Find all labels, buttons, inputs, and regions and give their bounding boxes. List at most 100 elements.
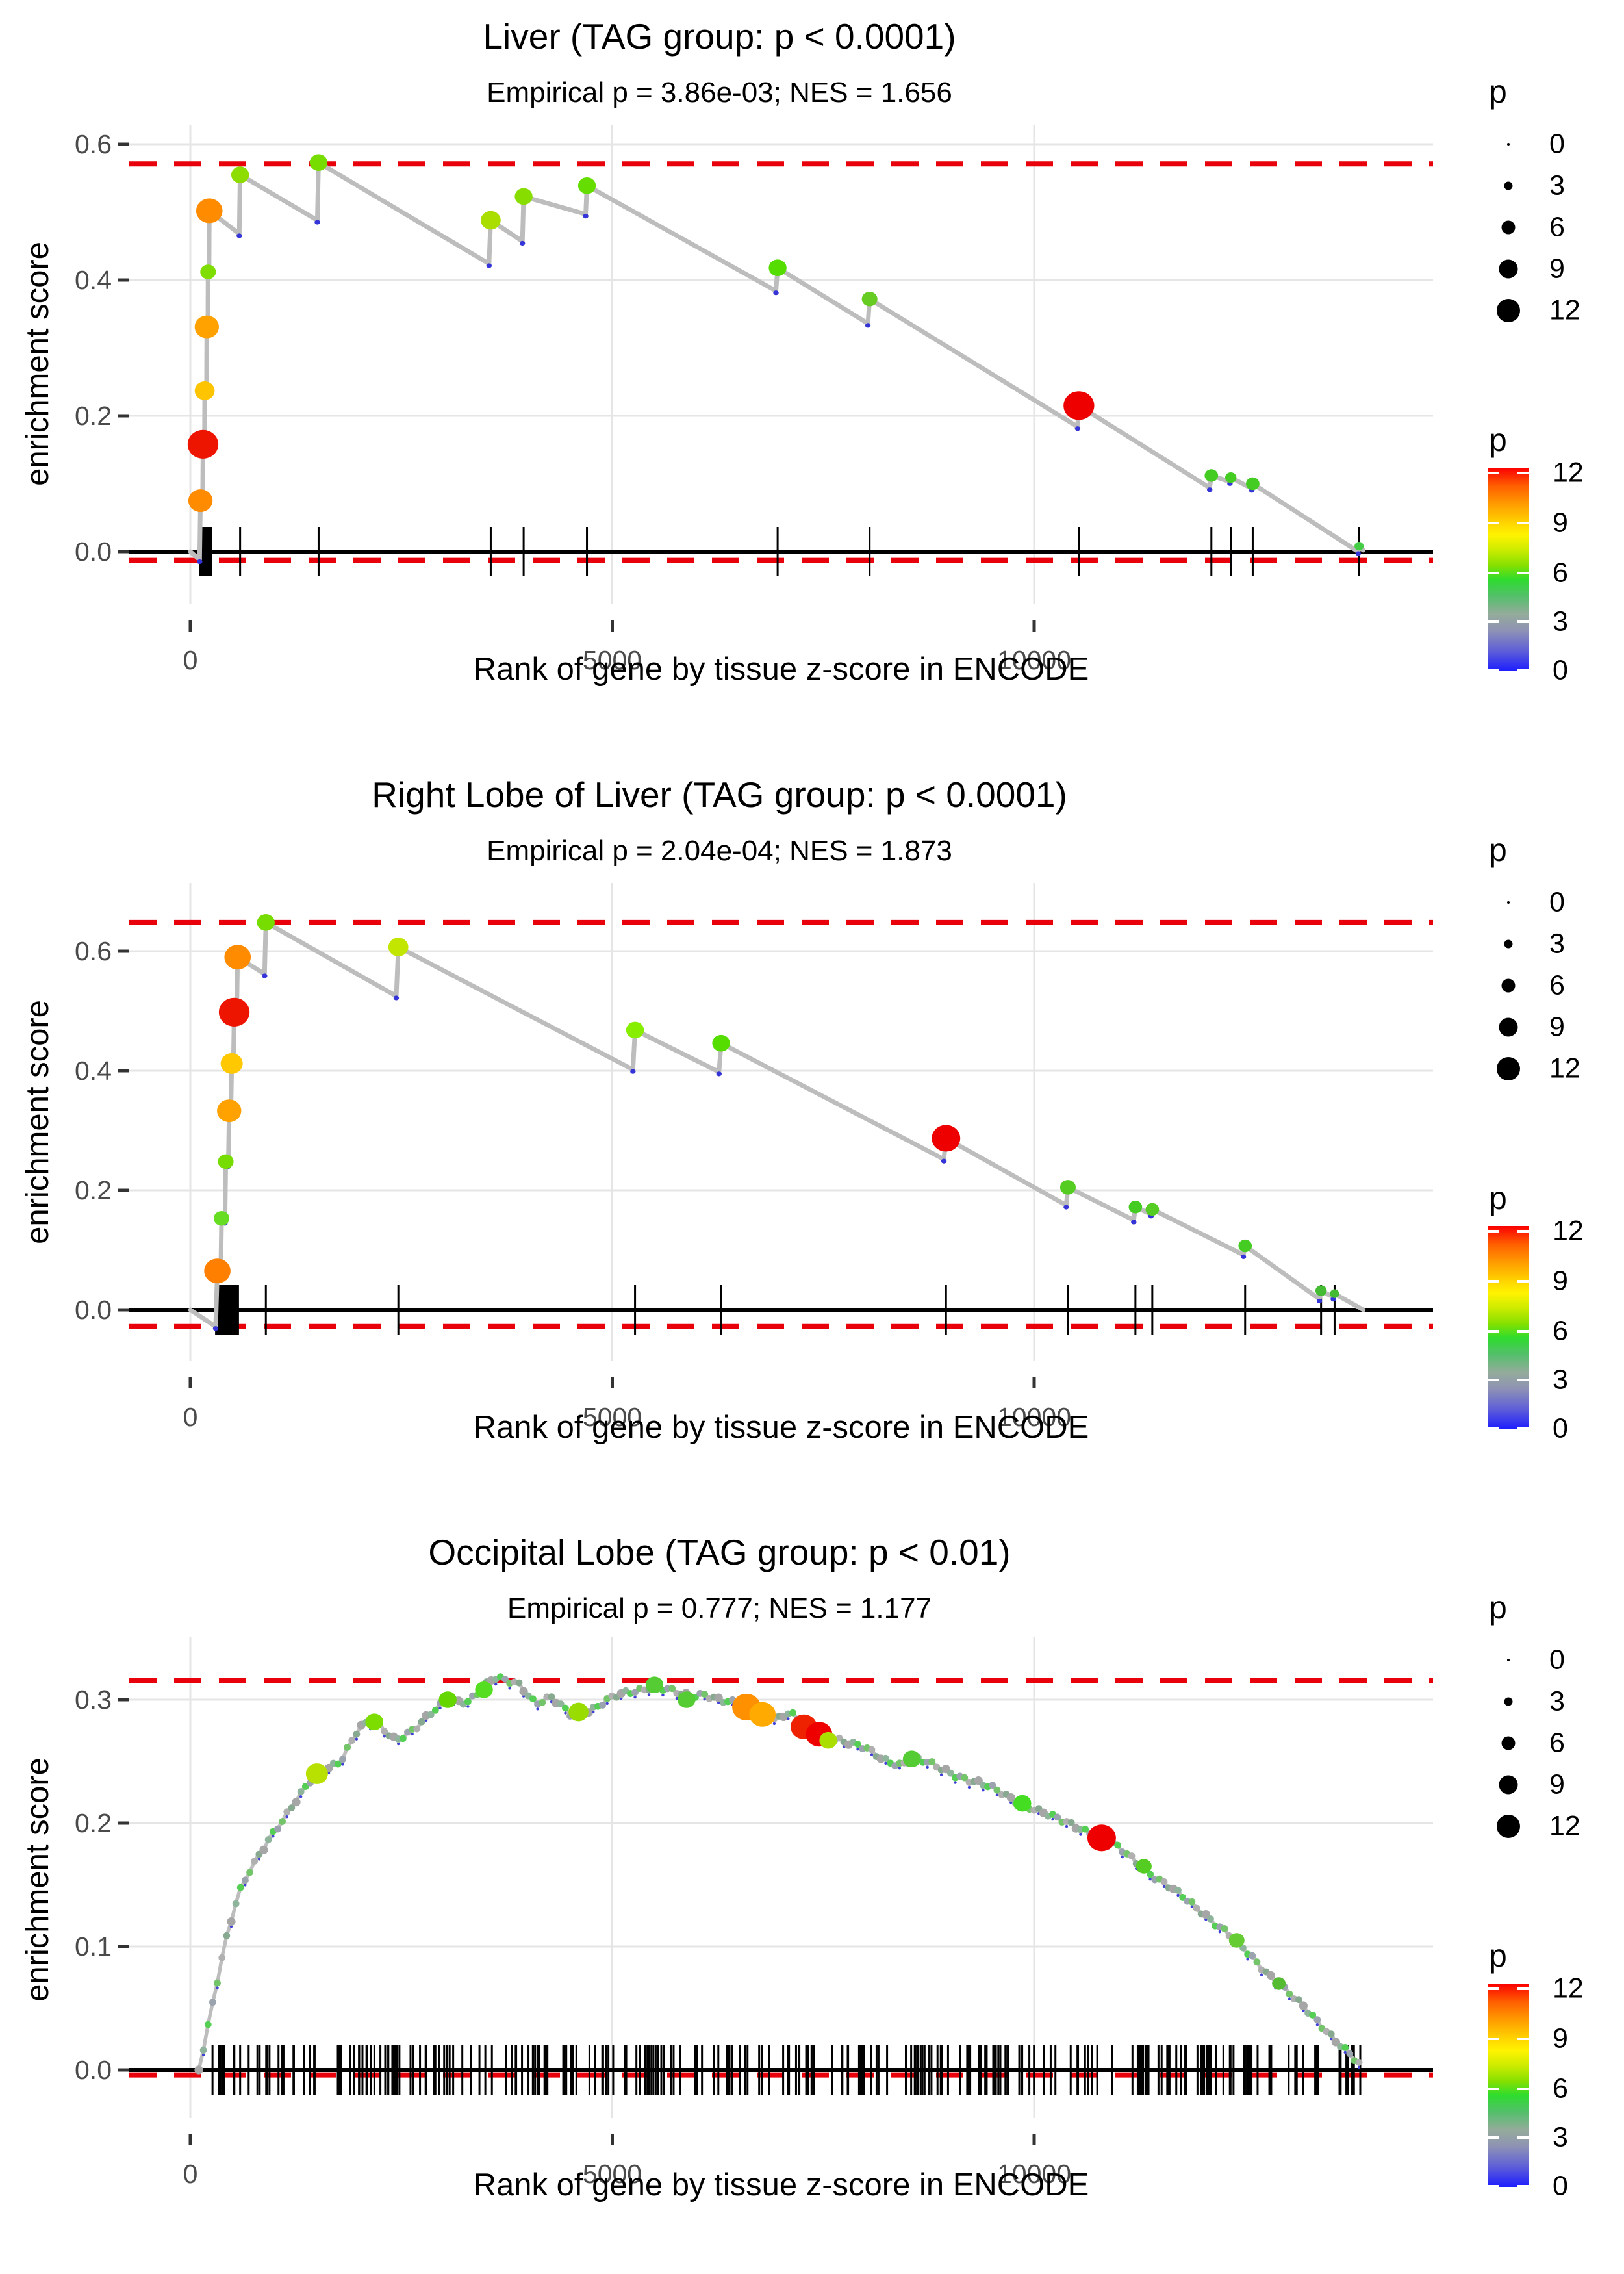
gene-point-small xyxy=(1190,1905,1194,1908)
gene-point xyxy=(214,1210,230,1226)
valley-point xyxy=(773,290,779,296)
valley-point xyxy=(1240,1254,1247,1259)
gene-point xyxy=(200,264,216,279)
gene-point xyxy=(481,211,501,230)
gene-point xyxy=(283,1808,291,1816)
gene-point xyxy=(242,1876,249,1884)
gene-point xyxy=(196,198,223,224)
gene-point xyxy=(1221,1925,1228,1932)
gene-point-small xyxy=(536,1707,539,1711)
panel-title-right-lobe: Right Lobe of Liver (TAG group: p < 0.00… xyxy=(372,774,1067,815)
gene-point xyxy=(251,1858,259,1865)
gene-point xyxy=(1087,1824,1116,1852)
gene-point-small xyxy=(257,1858,261,1861)
gene-point-small xyxy=(1162,1885,1166,1888)
gene-point-small xyxy=(1357,2065,1361,2069)
gene-point-small xyxy=(1065,1824,1069,1828)
gene-point xyxy=(309,154,328,172)
gene-point xyxy=(768,259,787,276)
gene-point xyxy=(678,1691,696,1708)
gene-point-small xyxy=(1121,1855,1124,1859)
gene-point xyxy=(626,1021,644,1039)
valley-point xyxy=(236,233,242,238)
gene-point-small xyxy=(272,1835,275,1838)
gene-point xyxy=(231,166,249,183)
gene-point-small xyxy=(341,1763,344,1766)
x-axis-title: Rank of gene by tissue z-score in ENCODE xyxy=(473,1410,1089,1445)
gene-point xyxy=(232,1900,240,1908)
valley-point xyxy=(486,263,492,268)
right-lobe-enrichment-plot: 0.6 0.4 0.2 0.0 0 5000 10000 xyxy=(75,883,1433,1432)
gene-point-small xyxy=(508,1687,511,1690)
x-axis-title: Rank of gene by tissue z-score in ENCODE xyxy=(473,652,1089,687)
gene-point xyxy=(1354,542,1364,551)
gene-point xyxy=(1082,1825,1089,1833)
gene-point-small xyxy=(995,1793,999,1796)
gene-point xyxy=(1286,1990,1293,1998)
gene-point xyxy=(194,315,220,339)
gene-point xyxy=(259,1845,268,1854)
y-tick-label: 0.0 xyxy=(75,2055,112,2085)
x-tick-label: 10000 xyxy=(997,1402,1071,1432)
gene-point xyxy=(539,1698,546,1706)
y-tick-label: 0.0 xyxy=(75,537,112,567)
gene-point xyxy=(1327,2030,1335,2038)
gene-point-small xyxy=(703,1697,706,1701)
gene-point-small xyxy=(1260,1973,1263,1976)
gene-point xyxy=(344,1744,351,1751)
gene-point xyxy=(1253,1958,1261,1966)
gene-point xyxy=(217,1099,242,1123)
gene-point xyxy=(1059,1180,1076,1195)
y-axis-title: enrichment score xyxy=(20,242,55,486)
gene-point xyxy=(1136,1859,1152,1874)
gene-point xyxy=(1224,472,1237,483)
gene-point xyxy=(187,429,219,459)
gene-point xyxy=(438,1691,457,1708)
y-axis-title: enrichment score xyxy=(20,1000,55,1244)
y-axis-title: enrichment score xyxy=(20,1757,55,2002)
gene-point xyxy=(548,1693,555,1701)
valley-point xyxy=(1206,487,1213,492)
gene-point xyxy=(399,1735,407,1743)
gene-point-small xyxy=(438,1706,442,1710)
gene-point-small xyxy=(675,1696,679,1700)
gene-point xyxy=(279,1818,286,1826)
gene-point-small xyxy=(1315,2023,1319,2026)
gene-point-small xyxy=(1343,2050,1347,2054)
gene-point-small xyxy=(647,1693,651,1696)
enrichment-curve xyxy=(188,920,1366,1329)
gene-point xyxy=(1063,391,1095,420)
enrichment-curve xyxy=(197,1674,1361,2072)
y-tick-label: 0.6 xyxy=(75,936,112,966)
valley-point xyxy=(716,1071,722,1077)
x-tick-label: 10000 xyxy=(997,645,1071,675)
gene-point-small xyxy=(926,1765,929,1769)
gene-point xyxy=(529,1695,537,1703)
gene-point xyxy=(701,1691,709,1698)
gene-point xyxy=(413,1725,421,1733)
valley-point xyxy=(393,995,400,1001)
gene-point xyxy=(223,1932,231,1939)
x-axis-title: Rank of gene by tissue z-score in ENCODE xyxy=(473,2167,1089,2203)
gene-point xyxy=(515,1679,523,1687)
gene-point xyxy=(882,1754,889,1762)
valley-point xyxy=(1131,1220,1137,1225)
gene-point xyxy=(339,1756,346,1763)
gene-point xyxy=(209,1999,216,2006)
gene-point xyxy=(365,1713,383,1730)
x-tick-label: 5000 xyxy=(583,645,642,675)
gene-point xyxy=(1355,2058,1363,2066)
gene-point-small xyxy=(898,1767,902,1770)
panel-subtitle-liver: Empirical p = 3.86e-03; NES = 1.656 xyxy=(487,77,952,109)
occipital-lobe-enrichment-plot: 0.3 0.2 0.1 0.0 0 5000 10000 xyxy=(75,1637,1433,2189)
gene-point xyxy=(257,914,275,931)
gene-point xyxy=(1313,2016,1321,2024)
gene-point xyxy=(194,381,215,400)
gene-point-small xyxy=(982,1789,985,1792)
gene-point xyxy=(218,1954,226,1961)
gene-point xyxy=(214,1979,221,1987)
gene-point xyxy=(264,1836,272,1843)
gene-point-small xyxy=(285,1815,288,1819)
valley-point xyxy=(197,559,203,565)
